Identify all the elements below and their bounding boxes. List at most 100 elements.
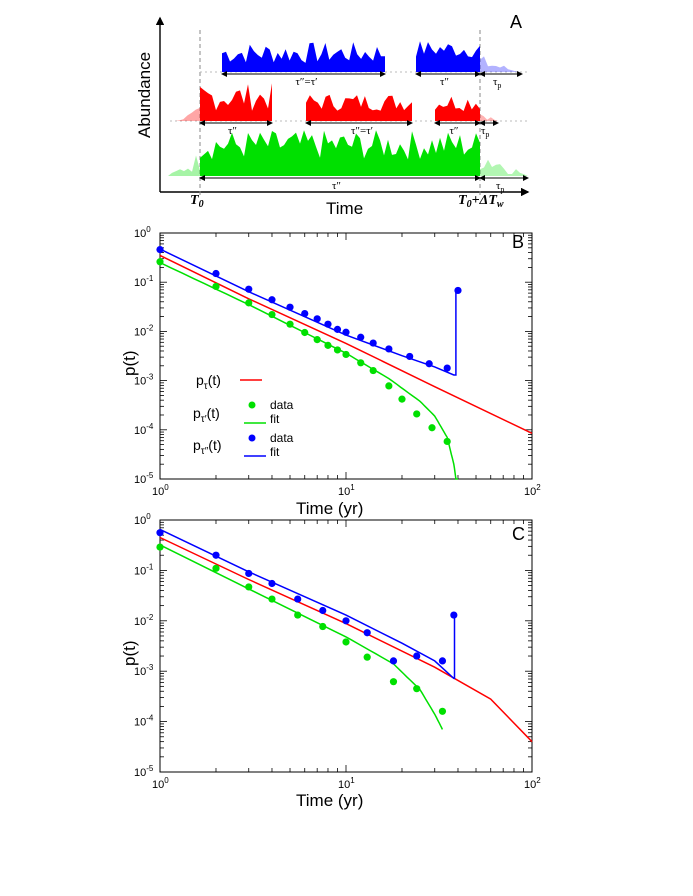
legend-blue-p: p <box>193 437 201 453</box>
panel-b-y-tick-label: 10-5 <box>134 471 154 486</box>
blue-interval-2-label: τ″ <box>440 76 449 88</box>
panel-c-series-1-point <box>342 638 350 646</box>
panel-c-y-tick-label: 10-1 <box>134 562 154 577</box>
panel-a-xlabel: Time <box>326 199 363 218</box>
red-burst-3 <box>435 96 480 121</box>
panel-b-label: B <box>512 232 524 252</box>
panel-c-series-1-point <box>212 564 220 572</box>
panel-c-x-tick-label: 100 <box>152 776 169 791</box>
panel-c-series-2-line <box>159 544 444 730</box>
legend-blue-marker <box>248 434 256 442</box>
panel-c-series-1-point <box>363 653 371 661</box>
legend-green-p: p <box>193 405 201 421</box>
panel-c-y-tick-label: 10-3 <box>134 663 154 678</box>
panel-b-series-1-point <box>245 299 253 307</box>
blue-interval-1-label: τ″=τ′ <box>296 76 318 88</box>
panel-b-series-1-point <box>413 410 421 418</box>
legend-green-marker <box>248 401 256 409</box>
panel-b-x-tick-label: 102 <box>524 483 541 498</box>
tw-suffix-sub: w <box>497 199 504 210</box>
legend-blue-data-label: data <box>270 431 294 445</box>
panel-c-y-tick-label: 10-5 <box>134 764 154 779</box>
panel-b-y-tick-label: 10-4 <box>134 422 154 437</box>
t0-sub: 0 <box>199 199 204 210</box>
panel-c-x-tick-label: 102 <box>524 776 541 791</box>
legend-blue-suffix: (t) <box>208 437 221 453</box>
green-tail <box>480 159 528 176</box>
green-interval-p-label: τp <box>496 180 504 194</box>
legend-entry-green: pτ′(t) <box>193 405 220 425</box>
tw-label: T0+ΔTw <box>458 193 504 210</box>
red-burst-1 <box>200 83 272 121</box>
blue-interval-p-label: τp <box>493 76 501 90</box>
panel-c-ylabel: p(t) <box>120 641 139 667</box>
panel-c-series-3-point <box>342 617 350 625</box>
panel-c-x-tick-label: 101 <box>338 776 355 791</box>
t0-main: T <box>190 193 200 208</box>
blue-burst-1 <box>222 42 385 72</box>
panel-c-y-tick-label: 100 <box>134 512 151 527</box>
panel-b-y-tick-label: 10-1 <box>134 274 154 289</box>
green-interval-1-label: τ″ <box>332 180 341 192</box>
panel-c-series-3-point <box>438 657 447 665</box>
panel-c-series-3-point <box>413 652 421 660</box>
red-interval-1-label: τ″ <box>228 125 237 137</box>
legend-entry-blue: pτ″(t) <box>193 437 222 457</box>
red-lead <box>175 107 200 121</box>
panel-b-series-1-point <box>385 382 393 390</box>
red-interval-3-label: τ″ <box>450 125 459 137</box>
panel-b-series-3-point <box>443 364 451 372</box>
panel-a-ylabel: Abundance <box>135 52 154 138</box>
tw-sub: 0 <box>467 199 472 210</box>
panel-a: A Abundance Time τ″=τ′ τ″ τp τ″ τ″=τ′ τ″ τp τ″ τ… <box>135 12 530 218</box>
green-lead <box>168 155 200 176</box>
panel-c-series-3-point <box>450 611 458 619</box>
legend-green-suffix: (t) <box>207 405 220 421</box>
panel-b-y-tick-label: 10-3 <box>134 373 154 388</box>
red-interval-2-label: τ″=τ′ <box>351 125 373 137</box>
panel-c-series-1-point <box>438 707 447 715</box>
legend-blue-fit-label: fit <box>270 445 280 459</box>
panel-b-series-0-line <box>159 254 533 434</box>
tw-main: T <box>458 193 468 208</box>
panel-c-y-tick-label: 10-4 <box>134 714 154 729</box>
panel-c-series-3-point <box>294 595 302 603</box>
panel-c-series-3-point <box>389 657 398 665</box>
tw-suffix: +ΔT <box>472 193 499 208</box>
panel-c-label: C <box>512 524 525 544</box>
panel-b-ylabel: p(t) <box>120 351 139 377</box>
panel-b-xlabel: Time (yr) <box>296 499 363 518</box>
panel-b-y-tick-label: 100 <box>134 225 151 240</box>
panel-c-series-3-point <box>363 629 371 637</box>
panel-c-series-3-point <box>319 606 327 615</box>
legend: pτ(t) pτ′(t) data fit pτ″(t) data fit <box>193 372 294 459</box>
panel-a-label: A <box>510 12 522 32</box>
panel-c-xlabel: Time (yr) <box>296 791 363 810</box>
panel-c-series-4-line <box>159 528 456 680</box>
panel-b-series-1-point <box>398 395 406 403</box>
panel-b-series-4-line <box>159 248 457 376</box>
panel-b-y-tick-label: 10-2 <box>134 323 154 338</box>
panel-c-series-1-point <box>413 685 421 693</box>
legend-green-data-label: data <box>270 398 294 412</box>
panel-c-y-tick-label: 10-2 <box>134 613 154 628</box>
panel-c-series-1-point <box>389 678 398 686</box>
panel-c-series-1-point <box>156 543 164 551</box>
red-burst-2 <box>306 94 412 121</box>
legend-red-sub: τ <box>204 381 208 392</box>
legend-red-p: p <box>196 372 204 388</box>
panel-b-series-2-line <box>159 261 458 480</box>
legend-entry-red: pτ(t) <box>196 372 221 392</box>
legend-red-suffix: (t) <box>208 372 221 388</box>
red-interval-p-label: τp <box>481 125 489 139</box>
legend-green-sub: τ′ <box>201 414 207 425</box>
legend-green-fit-label: fit <box>270 412 280 426</box>
blue-tail <box>480 56 520 72</box>
panel-b-series-1-point <box>428 424 436 432</box>
panel-b-x-tick-label: 100 <box>152 483 169 498</box>
red-tail <box>480 114 498 121</box>
panel-b-x-tick-label: 101 <box>338 483 355 498</box>
green-main <box>200 130 480 176</box>
